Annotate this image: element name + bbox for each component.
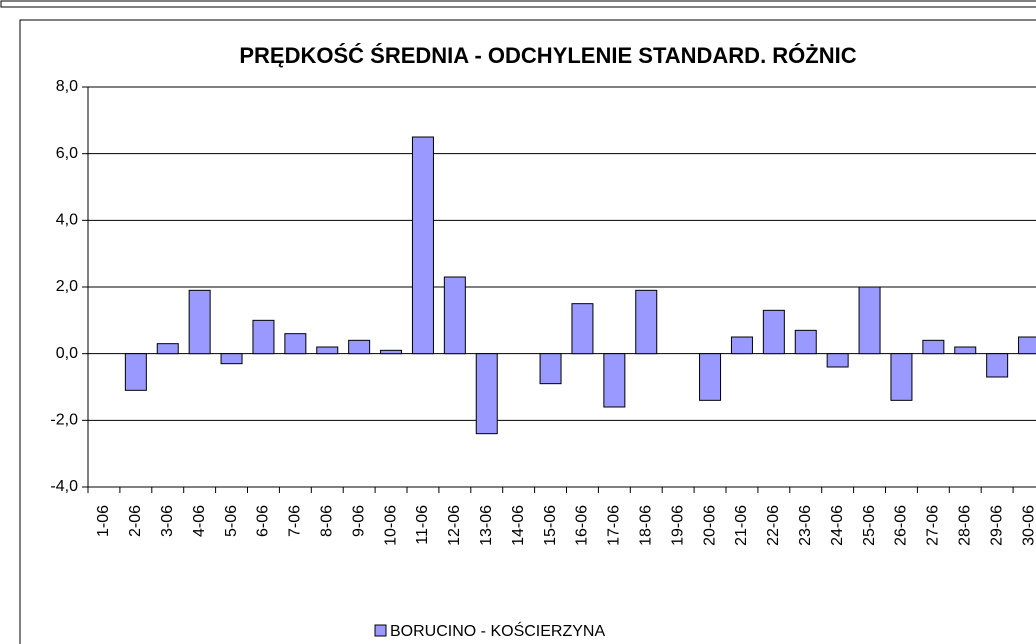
x-tick-label: 25-06	[861, 505, 878, 546]
x-tick-label: 8-06	[318, 505, 335, 537]
bar	[539, 353, 562, 385]
x-tick-label: 17-06	[606, 505, 623, 546]
y-tick-label: 2,0	[56, 278, 78, 295]
x-tick-label: 7-06	[287, 505, 304, 537]
bar	[635, 289, 658, 355]
legend-label: BORUCINO - KOŚCIERZYNA	[390, 621, 605, 640]
bar	[858, 286, 881, 355]
x-tick-label: 12-06	[446, 505, 463, 546]
x-tick-label: 27-06	[925, 505, 942, 546]
bar	[411, 136, 434, 355]
bar	[220, 353, 243, 365]
window-frame	[0, 0, 1036, 8]
y-tick-label: -4,0	[50, 478, 78, 495]
x-tick-label: 3-06	[159, 505, 176, 537]
x-tick-label: 11-06	[414, 505, 431, 545]
chart-frame	[19, 19, 1036, 644]
x-tick-label: 5-06	[223, 505, 240, 537]
bar	[252, 319, 275, 355]
bar	[890, 353, 913, 401]
chart-title: PRĘDKOŚĆ ŚREDNIA - ODCHYLENIE STANDARD. …	[239, 43, 856, 68]
x-tick-label: 30-06	[1020, 505, 1036, 546]
x-tick-label: 26-06	[893, 505, 910, 546]
x-tick-label: 19-06	[669, 505, 686, 546]
bar	[348, 339, 371, 355]
x-tick-label: 22-06	[765, 505, 782, 546]
bar	[571, 303, 594, 355]
x-tick-label: 1-06	[95, 505, 112, 537]
y-tick-label: -2,0	[50, 412, 78, 429]
x-tick-label: 14-06	[510, 505, 527, 546]
bar	[316, 346, 339, 355]
bar	[826, 353, 849, 368]
x-tick-label: 6-06	[255, 505, 272, 537]
bar	[284, 333, 307, 355]
x-tick-label: 24-06	[829, 505, 846, 546]
bar	[794, 329, 817, 355]
bar	[443, 276, 466, 355]
legend-swatch	[374, 624, 387, 637]
bar	[124, 353, 147, 391]
y-tick-label: 6,0	[56, 145, 78, 162]
x-tick-label: 10-06	[382, 505, 399, 546]
x-tick-label: 16-06	[574, 505, 591, 546]
x-tick-label: 13-06	[478, 505, 495, 546]
y-tick-label: 0,0	[56, 345, 78, 362]
x-tick-label: 18-06	[637, 505, 654, 546]
y-tick-label: 4,0	[56, 212, 78, 229]
bar	[475, 353, 498, 435]
bar	[730, 336, 753, 355]
bar	[699, 353, 722, 401]
x-tick-label: 23-06	[797, 505, 814, 546]
bar	[156, 343, 179, 355]
x-tick-label: 2-06	[127, 505, 144, 537]
x-tick-label: 15-06	[542, 505, 559, 546]
bar	[922, 339, 945, 355]
x-tick-label: 28-06	[956, 505, 973, 546]
bar	[1018, 336, 1036, 355]
x-tick-label: 21-06	[733, 505, 750, 546]
x-tick-label: 9-06	[350, 505, 367, 537]
bar	[762, 309, 785, 355]
bar	[603, 353, 626, 408]
bar	[954, 346, 977, 355]
x-tick-label: 29-06	[988, 505, 1005, 546]
bar	[380, 349, 403, 355]
x-tick-label: 4-06	[191, 505, 208, 537]
x-tick-label: 20-06	[701, 505, 718, 546]
bar	[986, 353, 1009, 378]
bar	[188, 289, 211, 355]
y-tick-label: 8,0	[56, 78, 78, 95]
